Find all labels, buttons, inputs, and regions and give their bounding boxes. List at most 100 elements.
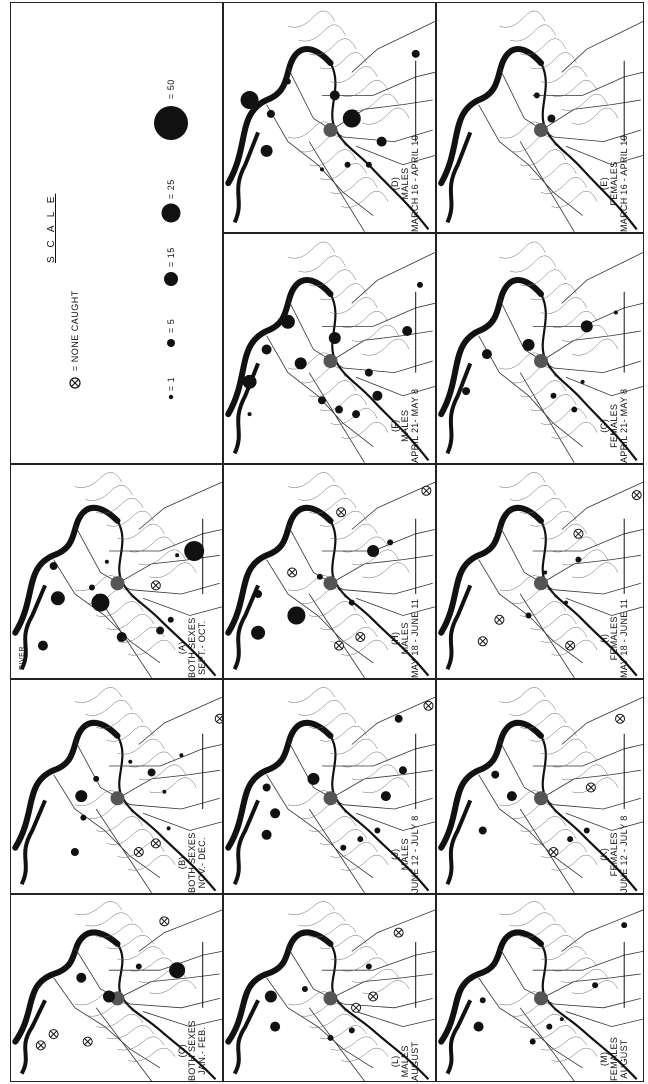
scale-label-15: = 15: [166, 247, 176, 267]
bay-shoreline: [12, 929, 121, 1045]
tributary: [561, 93, 608, 111]
none-caught-icon: [355, 632, 366, 642]
river-channel: [334, 769, 433, 797]
tributary: [298, 255, 346, 273]
tributary: [298, 803, 346, 819]
tributary: [362, 980, 410, 994]
river-channel: [519, 808, 575, 893]
river-channel: [95, 593, 152, 678]
delta-map: [12, 901, 222, 1081]
river-channel: [321, 529, 435, 552]
tributary: [351, 968, 399, 983]
bay-shoreline-south: [19, 584, 47, 671]
tributary: [509, 700, 556, 716]
tributary: [128, 854, 176, 871]
tributary: [551, 639, 598, 656]
river-channel: [355, 812, 435, 831]
caption-group: BOTH SEXES: [187, 1020, 198, 1082]
caption-group: FEMALES: [609, 832, 620, 877]
none-caught-icon: [368, 991, 379, 1002]
none-caught-icon: [585, 782, 596, 793]
catch-dot: [365, 161, 372, 168]
river-channel: [121, 554, 220, 582]
scale-symbols: [69, 106, 188, 400]
delta-map: [225, 10, 435, 232]
tributary: [499, 10, 546, 28]
catch-dot: [563, 600, 568, 605]
tributary: [520, 498, 567, 514]
tributary: [298, 366, 346, 384]
bay-shoreline-south: [232, 131, 260, 224]
panel-caption: (M) FEMALES AUGUST: [599, 1037, 629, 1081]
tributary: [330, 738, 378, 755]
tributary: [319, 614, 367, 630]
tributary: [319, 510, 367, 527]
tributary: [540, 523, 587, 540]
map-panel-m: (M) FEMALES AUGUST: [436, 894, 644, 1082]
tributary: [351, 93, 399, 111]
river-channel: [351, 696, 435, 745]
tributary: [138, 764, 186, 781]
bay-shoreline: [438, 504, 544, 636]
tributary: [341, 190, 389, 208]
tributary: [551, 190, 598, 208]
caption-letter: (D): [390, 176, 401, 190]
bay-shoreline-south: [232, 799, 260, 886]
panel-caption: (G) FEMALES APRIL 21- MAY 8: [599, 388, 629, 462]
tributary: [509, 912, 556, 927]
tributary: [319, 935, 367, 949]
catch-dot: [567, 836, 574, 843]
map-panel-b: (B) BOTH SEXES NOV.- DEC.: [10, 679, 223, 894]
tributary: [287, 241, 335, 259]
tributary: [106, 829, 154, 845]
scale-label-1: = 1: [166, 376, 176, 391]
river-channel: [266, 977, 374, 1069]
tributary: [74, 687, 122, 703]
caption-group: FEMALES: [609, 403, 620, 448]
catch-dot: [262, 783, 271, 792]
tributary: [298, 912, 346, 927]
catch-dot: [307, 772, 320, 785]
tributary: [106, 1025, 154, 1040]
river-channel: [565, 812, 643, 831]
bay-shoreline-south: [445, 799, 473, 886]
tributary: [551, 854, 598, 871]
caption-group: FEMALES: [609, 161, 620, 206]
tributary: [287, 687, 335, 703]
tributary: [319, 394, 367, 411]
caption-period: AUGUST: [619, 1039, 630, 1079]
delta-center: [110, 791, 125, 806]
main-river: [116, 735, 217, 892]
river-channel: [266, 774, 374, 879]
scale-label-50: = 50: [166, 79, 176, 99]
tributary: [530, 510, 577, 527]
caption-group: FEMALES: [609, 1036, 620, 1082]
delta-center: [323, 123, 338, 138]
catch-dot: [580, 379, 585, 384]
catch-dot: [344, 161, 351, 168]
river-channel: [499, 947, 641, 1009]
river-channel: [478, 774, 583, 879]
tributary: [128, 536, 176, 553]
tributary: [572, 777, 619, 794]
none-caught-label: = NONE CAUGHT: [70, 290, 80, 371]
tributary: [149, 562, 197, 579]
river-channel: [308, 808, 365, 893]
caption-period: AUGUST: [410, 1041, 421, 1082]
river-channel: [499, 67, 641, 143]
tributary: [520, 923, 567, 938]
tributary: [330, 842, 378, 858]
river-channel: [266, 559, 374, 664]
tributary: [341, 1047, 389, 1062]
catch-dot: [287, 606, 306, 625]
catch-dot: [260, 144, 273, 157]
tributary: [499, 472, 546, 488]
tributary: [85, 912, 133, 927]
caption-group: BOTH SEXES: [187, 832, 198, 893]
delta-map: [438, 901, 643, 1081]
tributary: [330, 946, 378, 961]
tributary: [530, 935, 577, 949]
map-panel-a: (A) BOTH SEXES SEPT.- OCT. RIVER: [10, 464, 223, 679]
catch-dot: [80, 814, 87, 821]
tributary: [74, 472, 122, 488]
